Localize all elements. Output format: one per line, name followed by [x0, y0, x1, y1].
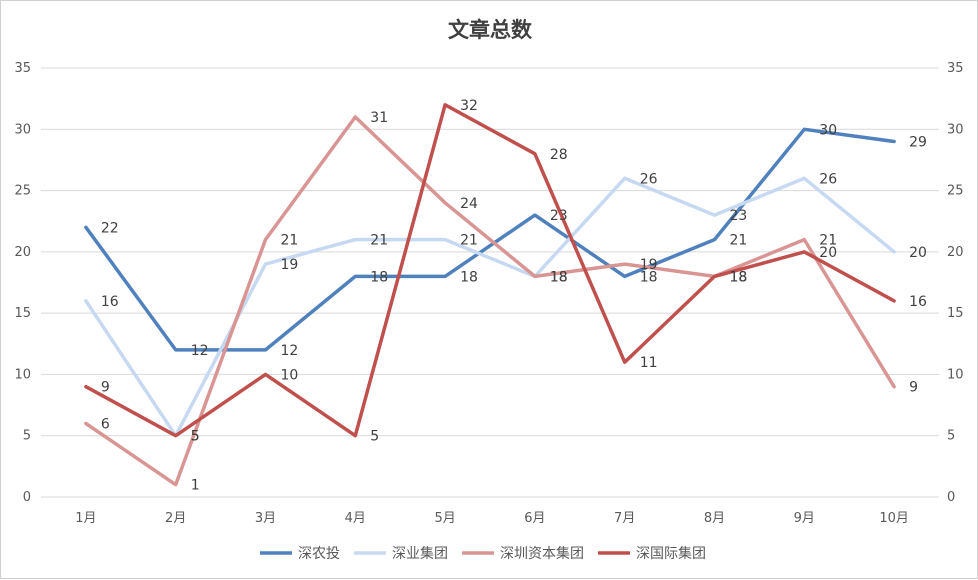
x-tick-label: 6月: [524, 511, 545, 526]
y-tick-label-right: 30: [947, 122, 964, 137]
data-label: 31: [370, 110, 388, 126]
data-label: 18: [730, 269, 748, 285]
data-label: 5: [191, 429, 200, 445]
data-label: 5: [191, 429, 200, 445]
data-label: 12: [191, 343, 209, 359]
data-label: 18: [730, 269, 748, 285]
x-tick-label: 10月: [879, 511, 909, 526]
x-tick-label: 5月: [434, 511, 455, 526]
data-label: 22: [101, 220, 119, 236]
x-tick-label: 7月: [614, 511, 635, 526]
data-label: 6: [101, 416, 110, 432]
y-tick-label-right: 15: [947, 306, 964, 321]
data-label: 29: [909, 135, 927, 151]
x-tick-label: 9月: [794, 511, 815, 526]
data-label: 21: [370, 233, 388, 249]
data-label: 16: [101, 294, 119, 310]
y-tick-label-left: 15: [14, 306, 31, 321]
y-tick-label-right: 35: [947, 61, 964, 76]
data-label: 19: [640, 257, 658, 273]
data-label: 12: [281, 343, 299, 359]
x-tick-label: 1月: [75, 511, 96, 526]
y-tick-label-right: 5: [947, 429, 955, 444]
data-label: 21: [281, 233, 299, 249]
data-label: 32: [460, 98, 478, 114]
y-tick-label-left: 20: [14, 245, 31, 260]
data-label: 18: [640, 269, 658, 285]
data-label: 16: [909, 294, 927, 310]
data-label: 19: [281, 257, 299, 273]
series-line-4: [84, 103, 896, 438]
y-tick-label-left: 0: [23, 490, 31, 505]
y-tick-label-left: 35: [14, 61, 31, 76]
data-label: 18: [550, 269, 568, 285]
y-tick-label-right: 0: [947, 490, 955, 505]
x-tick-label: 8月: [704, 511, 725, 526]
legend-label-1: 深农投: [298, 546, 340, 562]
data-label: 18: [550, 269, 568, 285]
y-tick-label-left: 30: [14, 122, 31, 137]
data-label: 18: [460, 269, 478, 285]
x-tick-label: 3月: [255, 511, 276, 526]
data-label: 11: [640, 355, 658, 371]
data-label: 18: [370, 269, 388, 285]
y-tick-label-right: 20: [947, 245, 964, 260]
y-tick-label-right: 10: [947, 367, 964, 382]
legend-label-3: 深圳资本集团: [500, 545, 584, 562]
y-tick-label-right: 25: [947, 184, 964, 199]
legend-label-4: 深国际集团: [636, 545, 706, 562]
x-tick-label: 4月: [345, 511, 366, 526]
data-label: 9: [101, 380, 110, 396]
series-lines: [84, 103, 896, 487]
gridlines: [41, 67, 939, 498]
data-label: 5: [370, 429, 379, 445]
series-line-3: [84, 115, 896, 487]
y-tick-label-left: 25: [14, 184, 31, 199]
y-tick-label-left: 10: [14, 367, 31, 382]
data-label: 21: [460, 233, 478, 249]
data-label: 23: [550, 208, 568, 224]
data-label: 26: [640, 171, 658, 187]
legend-label-2: 深业集团: [392, 545, 448, 562]
data-label: 20: [819, 245, 837, 261]
data-label: 26: [819, 171, 837, 187]
chart-title: 文章总数: [448, 18, 533, 42]
data-label: 9: [909, 380, 918, 396]
y-tick-label-left: 5: [23, 429, 31, 444]
data-label: 21: [730, 233, 748, 249]
data-label: 21: [819, 233, 837, 249]
data-label: 1: [191, 478, 200, 494]
data-label: 24: [460, 196, 478, 212]
data-label: 23: [730, 208, 748, 224]
data-label: 30: [819, 122, 837, 138]
x-tick-label: 2月: [165, 511, 186, 526]
legend: 深农投 深业集团 深圳资本集团 深国际集团: [260, 545, 706, 562]
data-label: 10: [281, 367, 299, 383]
series-line-2: [84, 176, 896, 438]
data-label: 20: [909, 245, 927, 261]
data-label: 28: [550, 147, 568, 163]
